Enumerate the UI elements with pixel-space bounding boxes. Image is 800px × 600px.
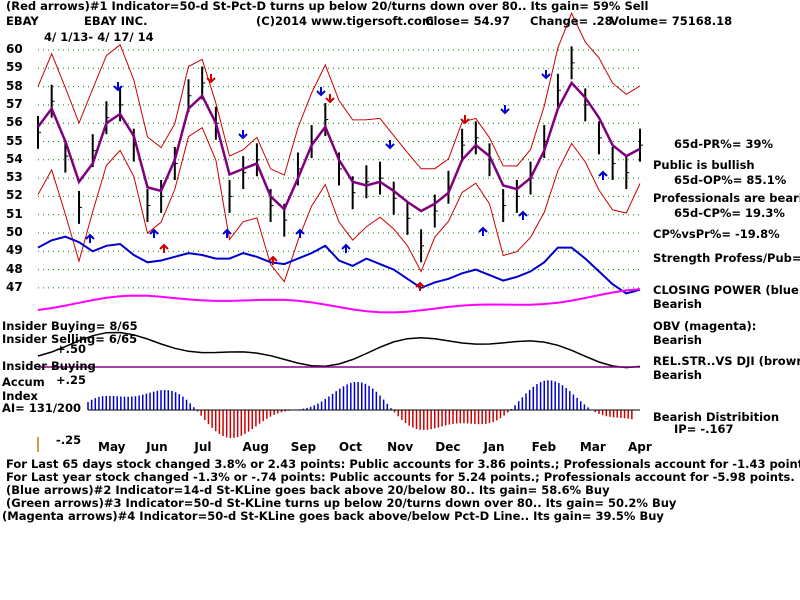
- footer-line-2: For Last year stock changed -1.3% or -.7…: [6, 470, 795, 484]
- upper-band-line: [37, 12, 641, 176]
- y-tick-label: 59: [6, 60, 23, 75]
- signal-arrow-icon: [268, 255, 278, 265]
- signal-arrow-icon: [149, 228, 159, 238]
- signal-arrow-icon: [295, 228, 305, 238]
- signal-arrow-icon: [460, 115, 470, 125]
- label-obv-value: Bearish: [653, 333, 702, 347]
- label-obv: OBV (magenta):: [653, 319, 757, 333]
- signal-arrow-icon: [518, 210, 528, 220]
- signal-arrow-icon: [500, 105, 510, 115]
- lower-band-line: [37, 126, 641, 283]
- signal-arrow-icon: [222, 228, 232, 238]
- signal-arrow-icon: [385, 140, 395, 150]
- footer-line-5: (Magenta arrows)#4 Indicator=50-d St-KLi…: [2, 509, 664, 523]
- y-tick-label: 55: [6, 133, 23, 148]
- signal-arrow-icon: [238, 130, 248, 140]
- y-tick-label: 54: [6, 151, 23, 166]
- index-label: Index: [2, 389, 38, 403]
- signal-arrow-icon: [478, 226, 488, 236]
- signal-arrow-icon: [206, 74, 216, 84]
- company-name: EBAY INC.: [84, 14, 148, 28]
- plus-50: +.50: [56, 342, 87, 356]
- x-tick-label: Jun: [146, 440, 168, 454]
- ticker: EBAY: [6, 14, 39, 28]
- y-tick-label: 53: [6, 170, 23, 185]
- insider-selling: Insider Selling= 6/65: [2, 332, 138, 346]
- x-tick-label: Nov: [387, 440, 414, 454]
- x-tick-label: Dec: [435, 440, 461, 454]
- x-tick-label: Mar: [579, 440, 606, 454]
- label-public: Public is bullish: [653, 158, 755, 172]
- label-closing-power: CLOSING POWER (blue):: [653, 283, 800, 297]
- x-tick-label: Feb: [531, 440, 557, 454]
- close-value: Close= 54.97: [425, 14, 510, 28]
- y-tick-label: 48: [6, 261, 23, 276]
- x-tick-label: Aug: [242, 440, 269, 454]
- label-distribution: Bearish Distribition: [653, 410, 780, 424]
- label-strength: Strength Profess/Pub= .4: [653, 251, 800, 265]
- x-tick-label: Apr: [628, 440, 652, 454]
- signal-arrow-icon: [113, 82, 123, 92]
- y-tick-label: 52: [6, 188, 23, 203]
- label-op: 65d-OP%= 85.1%: [674, 173, 787, 187]
- footer-line-4: (Green arrows)#3 Indicator=50-d St-KLine…: [6, 496, 677, 510]
- relative-strength-line: [37, 331, 641, 369]
- label-cp: 65d-CP%= 19.3%: [674, 206, 785, 220]
- label-relstr-value: Bearish: [653, 368, 702, 382]
- obv-line: [37, 288, 641, 314]
- change-value: Change= .28: [530, 14, 613, 28]
- label-closing-power-value: Bearish: [653, 297, 702, 311]
- minus-25: -.25: [56, 433, 82, 447]
- label-pr: 65d-PR%= 39%: [674, 137, 773, 151]
- plus-25: +.25: [56, 373, 87, 387]
- footer-line-3: (Blue arrows)#2 Indicator=14-d St-KLine …: [6, 483, 610, 497]
- y-tick-label: 51: [6, 206, 23, 221]
- date-range: 4/ 1/13- 4/ 17/ 14: [44, 30, 154, 44]
- y-tick-label: 56: [6, 115, 23, 130]
- label-ip: IP= -.167: [674, 422, 734, 436]
- signal-arrow-icon: [598, 170, 608, 180]
- label-cpvspr: CP%vsPr%= -19.8%: [653, 227, 780, 241]
- footer-line-1: For Last 65 days stock changed 3.8% or 2…: [6, 457, 800, 471]
- moving-average-line: [36, 80, 641, 213]
- signal-arrow-icon: [341, 243, 351, 253]
- y-tick-label: 49: [6, 243, 23, 258]
- accum-label: Accum: [2, 375, 45, 389]
- y-tick-label: 58: [6, 78, 23, 93]
- label-relstr: REL.STR..VS DJI (brown): [653, 354, 800, 368]
- y-tick-label: 57: [6, 96, 23, 111]
- closing-power-line: [37, 235, 641, 295]
- signal-arrow-icon: [541, 70, 551, 80]
- x-tick-label: Jan: [483, 440, 505, 454]
- signal-arrow-icon: [316, 87, 326, 97]
- x-tick-label: Sep: [290, 440, 317, 454]
- signal-arrow-icon: [85, 233, 95, 243]
- x-tick-label: May: [98, 440, 126, 454]
- volume-value: Volume= 75168.18: [610, 14, 733, 28]
- x-tick-label: Jul: [194, 440, 212, 454]
- insider-buying-2: Insider Buying: [2, 359, 96, 373]
- y-tick-label: 50: [6, 225, 23, 239]
- insider-buying: Insider Buying= 8/65: [2, 319, 138, 333]
- indicator-1-text: (Red arrows)#1 Indicator=50-d St-Pct-D t…: [6, 0, 649, 13]
- y-tick-label: 60: [6, 42, 23, 56]
- label-professionals: Professionals are bearish: [653, 191, 800, 205]
- y-tick-label: 47: [6, 279, 23, 294]
- signal-arrow-icon: [325, 94, 335, 104]
- x-tick-label: Oct: [338, 440, 362, 454]
- signal-arrow-icon: [159, 243, 169, 253]
- copyright: (C)2014 www.tigersoft.com: [256, 14, 434, 28]
- signal-arrow-icon: [415, 281, 425, 291]
- ai-label: AI= 131/200: [2, 401, 82, 415]
